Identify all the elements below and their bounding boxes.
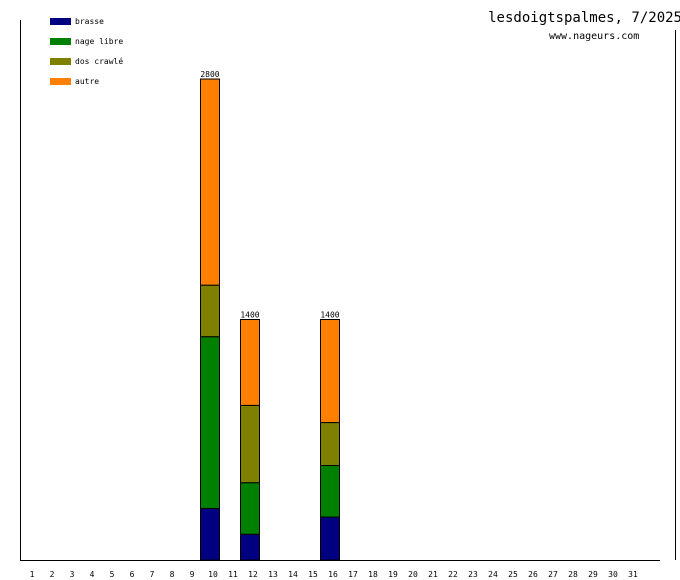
bar-segment-brasse (320, 516, 340, 561)
x-tick-label: 28 (568, 570, 578, 579)
x-tick-label: 18 (368, 570, 378, 579)
legend-item: dos crawlé (50, 57, 123, 66)
x-tick-label: 29 (588, 570, 598, 579)
x-tick-label: 9 (190, 570, 195, 579)
bar-segment-autre (200, 78, 220, 286)
x-tick-label: 23 (468, 570, 478, 579)
legend-label: dos crawlé (75, 57, 124, 66)
x-tick-label: 19 (388, 570, 398, 579)
chart-title: lesdoigtspalmes, 7/2025 (488, 10, 680, 26)
bar-total-label: 2800 (200, 70, 219, 79)
x-tick-label: 17 (348, 570, 358, 579)
bar-segment-dos-crawlé (200, 284, 220, 338)
x-tick-label: 26 (528, 570, 538, 579)
x-tick-label: 14 (288, 570, 298, 579)
x-tick-label: 13 (268, 570, 278, 579)
legend-swatch (50, 18, 71, 25)
x-tick-label: 5 (110, 570, 115, 579)
x-tick-label: 22 (448, 570, 458, 579)
legend-label: autre (75, 77, 100, 86)
bar-segment-nage-libre (320, 465, 340, 518)
x-tick-label: 31 (628, 570, 638, 579)
bar-segment-dos-crawlé (320, 422, 340, 467)
x-tick-label: 10 (208, 570, 218, 579)
chart-subtitle: www.nageurs.com (549, 31, 640, 42)
x-tick-label: 1 (30, 570, 35, 579)
legend-label: nage libre (75, 37, 124, 46)
x-tick-label: 30 (608, 570, 618, 579)
bar-total-label: 1400 (320, 311, 339, 320)
bar-segment-autre (240, 319, 260, 406)
bar-segment-dos-crawlé (240, 404, 260, 484)
x-tick-label: 7 (150, 570, 155, 579)
bar-segment-brasse (240, 533, 260, 561)
bar-segment-brasse (200, 507, 220, 561)
x-tick-label: 6 (130, 570, 135, 579)
x-tick-label: 24 (488, 570, 498, 579)
legend-swatch (50, 78, 71, 85)
x-tick-label: 16 (328, 570, 338, 579)
bar-segment-autre (320, 319, 340, 424)
x-tick-label: 27 (548, 570, 558, 579)
x-tick-label: 11 (228, 570, 238, 579)
x-tick-label: 21 (428, 570, 438, 579)
x-tick-label: 8 (170, 570, 175, 579)
x-tick-label: 3 (70, 570, 75, 579)
x-tick-label: 25 (508, 570, 518, 579)
x-tick-label: 15 (308, 570, 318, 579)
bar-total-label: 1400 (240, 311, 259, 320)
legend-label: brasse (75, 17, 104, 26)
legend-item: nage libre (50, 37, 123, 46)
x-tick-label: 4 (90, 570, 95, 579)
legend-swatch (50, 58, 71, 65)
bar-segment-nage-libre (240, 482, 260, 535)
legend-item: autre (50, 77, 99, 86)
bar-segment-nage-libre (200, 336, 220, 509)
x-tick-label: 20 (408, 570, 418, 579)
legend-item: brasse (50, 17, 104, 26)
legend-swatch (50, 38, 71, 45)
x-tick-label: 2 (50, 570, 55, 579)
x-tick-label: 12 (248, 570, 258, 579)
